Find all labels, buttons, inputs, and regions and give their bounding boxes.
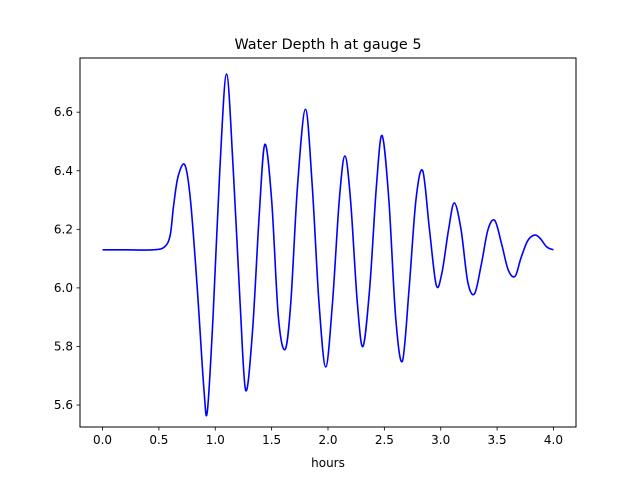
x-tick-label: 0.5: [149, 433, 168, 447]
x-axis-label: hours: [311, 456, 345, 470]
y-axis: 5.6 5.8 6.0 6.2 6.4 6.6: [54, 105, 80, 412]
x-tick-label: 1.5: [262, 433, 281, 447]
y-tick-label: 6.6: [54, 105, 73, 119]
chart-title: Water Depth h at gauge 5: [234, 37, 421, 53]
y-tick-label: 5.6: [54, 398, 73, 412]
x-tick-label: 0.0: [93, 433, 112, 447]
x-tick-label: 1.0: [206, 433, 225, 447]
x-tick-label: 2.0: [318, 433, 337, 447]
series-line: [102, 73, 554, 417]
y-tick-label: 6.4: [54, 164, 73, 178]
x-tick-label: 4.0: [544, 433, 563, 447]
x-tick-label: 2.5: [375, 433, 394, 447]
x-axis: 0.0 0.5 1.0 1.5 2.0 2.5 3.0 3.5 4.0: [93, 427, 563, 447]
x-tick-label: 3.0: [431, 433, 450, 447]
x-tick-label: 3.5: [488, 433, 507, 447]
plot-series: [102, 73, 554, 417]
y-tick-label: 6.2: [54, 222, 73, 236]
y-tick-label: 5.8: [54, 339, 73, 353]
y-tick-label: 6.0: [54, 281, 73, 295]
